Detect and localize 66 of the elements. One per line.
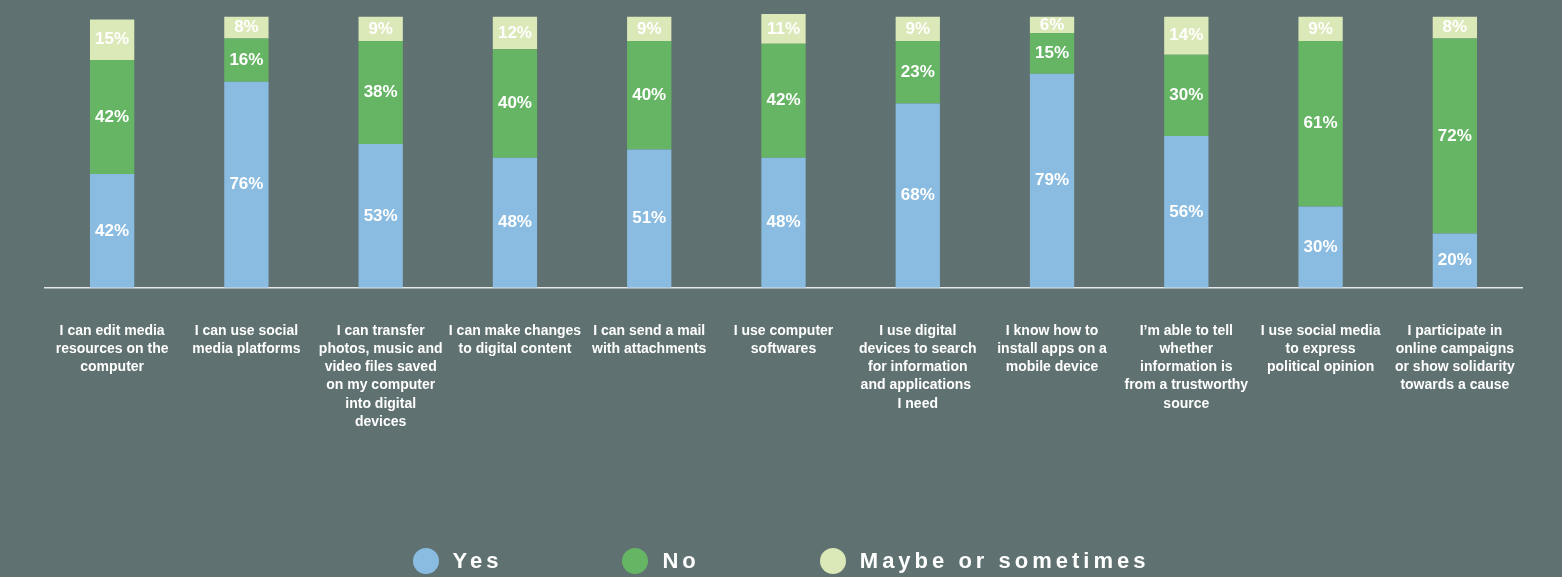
bar — [1164, 54, 1209, 136]
data-label: 8% — [234, 17, 259, 37]
data-label: 72% — [1437, 125, 1472, 145]
data-label: 48% — [766, 212, 801, 232]
data-label: 40% — [632, 85, 667, 105]
data-label: 9% — [368, 18, 393, 38]
data-label: 30% — [1169, 85, 1204, 105]
bar — [1164, 135, 1209, 288]
x-tick-label: I use social media to express political opinion — [1260, 321, 1381, 375]
bar — [358, 144, 403, 288]
x-tick-label: I can send a mail with attachments — [591, 321, 707, 356]
data-label: 42% — [766, 90, 801, 110]
data-label: 15% — [1035, 43, 1070, 62]
bar — [492, 49, 538, 158]
data-label: 40% — [497, 93, 532, 113]
data-label: 9% — [1308, 18, 1333, 38]
x-tick-label: I’m able to tell whether information is from a trustworthy source — [1124, 321, 1249, 411]
data-label: 53% — [363, 205, 398, 225]
bar — [761, 43, 806, 158]
x-tick-label: I use computer softwares — [733, 321, 834, 356]
x-tick-label: I can make changes to digital content — [448, 321, 582, 356]
data-label: 11% — [766, 18, 801, 38]
bar — [627, 41, 672, 150]
legend-label: Yes — [452, 548, 503, 574]
data-label: 23% — [900, 61, 935, 81]
bar — [627, 149, 672, 288]
x-tick-label: I use digital devices to search for information and applications I need — [859, 321, 977, 411]
data-label: 12% — [497, 22, 532, 42]
data-label: 9% — [636, 18, 662, 38]
bar — [224, 81, 269, 288]
data-label: 48% — [497, 212, 532, 232]
x-tick-label: I participate in online campaigns or show solidarity towards a cause — [1394, 321, 1515, 393]
data-label: 15% — [95, 29, 130, 49]
data-label: 9% — [905, 18, 931, 38]
bar — [1029, 73, 1075, 288]
data-label: 61% — [1303, 113, 1338, 133]
data-label: 42% — [95, 106, 130, 126]
legend-label: Maybe or sometimes — [859, 548, 1150, 574]
x-tick-label: I can transfer photos, music and video files saved on my computer into digital devices — [318, 321, 443, 429]
data-label: 68% — [900, 185, 935, 205]
data-label: 16% — [229, 49, 264, 69]
bar — [1298, 41, 1343, 207]
x-tick-label: I can edit media resources on the computer — [55, 321, 169, 375]
data-label: 30% — [1303, 236, 1338, 256]
data-label: 8% — [1442, 17, 1468, 37]
legend-label: No — [662, 548, 700, 574]
data-label: 56% — [1169, 201, 1204, 221]
x-tick-label: I know how to install apps on a mobile device — [997, 321, 1108, 375]
data-label: 14% — [1169, 25, 1204, 45]
bar — [89, 60, 135, 174]
bar — [1432, 38, 1478, 234]
bar — [358, 41, 403, 145]
data-label: 79% — [1035, 170, 1070, 190]
bar — [224, 38, 269, 82]
data-label: 6% — [1039, 14, 1065, 34]
data-label: 51% — [632, 208, 667, 228]
x-tick-label: I can use social media platforms — [192, 321, 301, 356]
bar — [895, 103, 940, 288]
data-label: 38% — [363, 82, 398, 102]
bar — [761, 157, 806, 288]
bar — [492, 157, 538, 288]
data-label: 76% — [229, 174, 264, 194]
bar — [1298, 206, 1343, 288]
data-label: 42% — [95, 220, 130, 240]
bar — [89, 173, 135, 288]
data-label: 20% — [1437, 250, 1472, 270]
